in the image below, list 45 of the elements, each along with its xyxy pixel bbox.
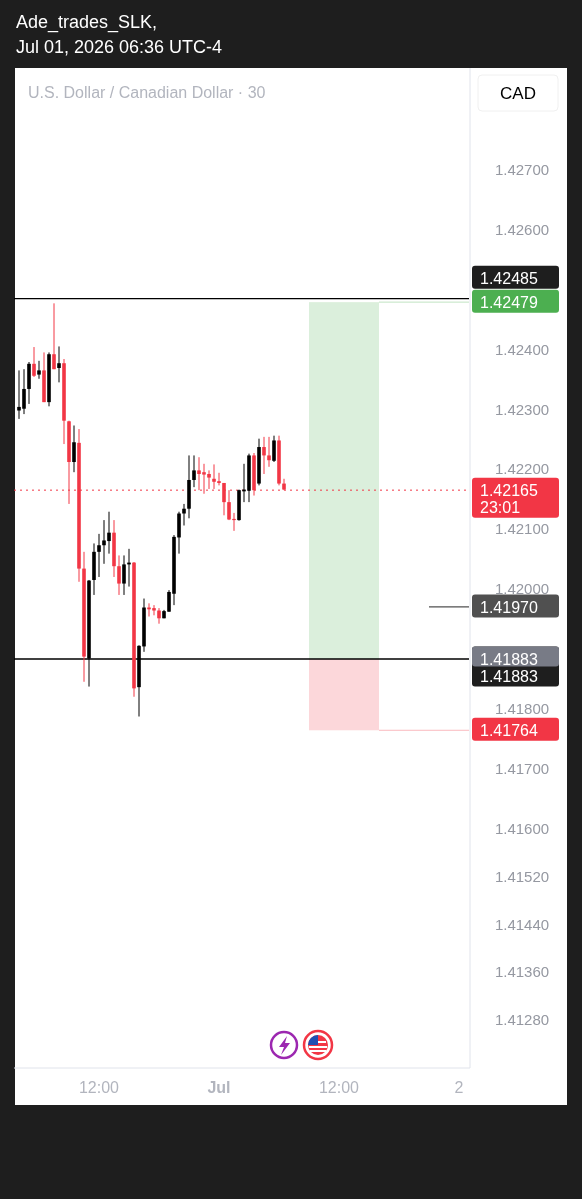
x-tick-label: 12:00 (78, 1079, 120, 1096)
candlestick (32, 346, 36, 378)
candlestick (192, 454, 196, 488)
candlestick (72, 424, 76, 473)
x-tick-label: 2 (454, 1079, 464, 1096)
candlestick (37, 360, 41, 380)
y-tick-label: 1.42300 (494, 400, 550, 418)
ref-line-label: 1.41883 1.41883 (480, 650, 538, 685)
text: U.S. Dollar / Canadian Dollar · 30 (28, 84, 266, 101)
y-tick-label: 1.41520 (494, 867, 550, 885)
x-tick-label: 12:00 (318, 1079, 360, 1096)
candlestick (267, 436, 271, 468)
y-tick-label: 1.41600 (494, 819, 550, 837)
candlestick (272, 435, 276, 463)
x-tick-label: Jul (207, 1079, 231, 1096)
y-tick-label: 1.41440 (494, 915, 550, 933)
y-tick-label: 1.41700 (494, 759, 550, 777)
y-tick-label: 1.42700 (494, 161, 550, 179)
candlestick (52, 302, 56, 370)
y-tick-label: 1.41280 (494, 1011, 550, 1029)
y-tick-label: 1.41800 (494, 699, 550, 717)
candlestick (177, 511, 181, 555)
candlestick (182, 503, 186, 526)
ref-line-label: 1.42485 (480, 269, 538, 287)
y-tick-label: 1.41360 (494, 963, 550, 981)
ref-line-label: 1.42165 23:01 (480, 481, 538, 516)
band-label: 1.41764 (480, 721, 538, 739)
ref-line-label: 1.41970 (480, 598, 538, 616)
candlestick (262, 436, 266, 475)
y-tick-label: 1.42000 (494, 580, 550, 598)
band-label: 1.42479 (480, 293, 538, 311)
candlestick (117, 554, 121, 596)
y-tick-label: 1.42100 (494, 520, 550, 538)
candlestick (122, 554, 126, 596)
candlestick (222, 482, 226, 516)
candlestick (232, 512, 236, 532)
candlestick (97, 533, 101, 578)
text: Ade_trades_SLK, (16, 12, 158, 33)
candlestick (157, 607, 161, 625)
y-axis-title: CAD (500, 84, 536, 103)
text: Jul 01, 2026 06:36 UTC-4 (16, 37, 223, 57)
candlestick (57, 345, 61, 383)
y-tick-label: 1.42200 (494, 460, 550, 478)
y-tick-label: 1.42600 (494, 220, 550, 238)
y-tick-label: 1.42400 (494, 340, 550, 358)
